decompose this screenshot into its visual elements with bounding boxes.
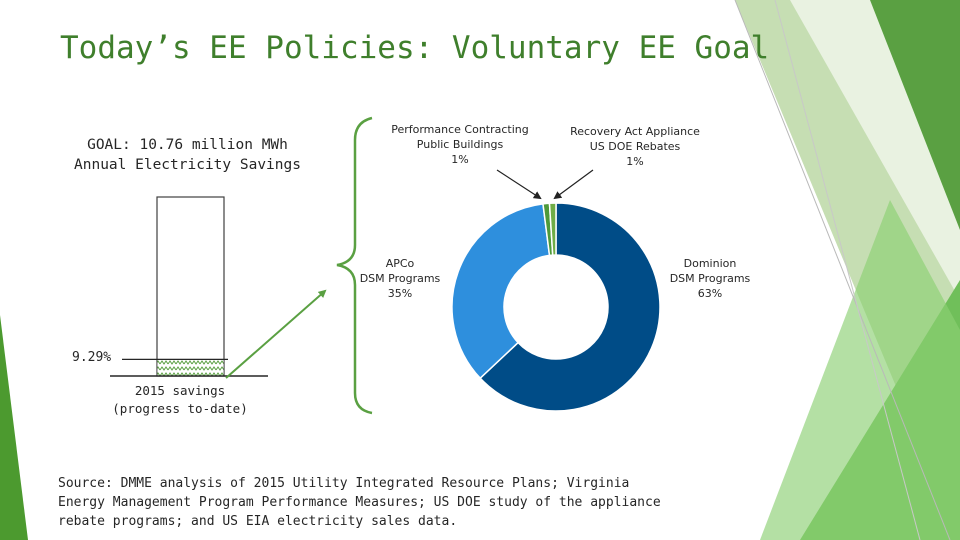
slice-label-recovery-act: Recovery Act Appliance US DOE Rebates 1%: [570, 125, 700, 168]
progress-percent-label: 9.29%: [72, 350, 112, 365]
donut-slice-recovery-act-appliance-us-doe-rebates: [548, 202, 557, 256]
savings-label: 2015 savings (progress to-date): [112, 383, 248, 416]
goal-text: GOAL: 10.76 million MWh Annual Electrici…: [74, 137, 301, 173]
slice-label-performance-contracting: Performance Contracting Public Buildings…: [391, 123, 529, 166]
donut-slice-apco-dsm-programs: [451, 202, 551, 380]
page-title: Today’s EE Policies: Voluntary EE Goal: [60, 30, 770, 66]
slice-label-apco: APCo DSM Programs 35%: [359, 257, 441, 300]
goal-bar-chart: [110, 196, 268, 377]
progress-arrow: [225, 289, 327, 379]
curly-brace: [336, 116, 373, 415]
donut-slice-dominion-dsm-programs: [479, 202, 661, 412]
pointer-recovery: [553, 169, 594, 200]
progress-bar-fill: [156, 358, 225, 377]
slice-label-dominion: Dominion DSM Programs 63%: [669, 257, 751, 300]
pointer-performance: [496, 169, 542, 200]
source-note: Source: DMME analysis of 2015 Utility In…: [58, 476, 661, 529]
goal-bar-outline: [156, 196, 225, 377]
savings-donut-chart: [451, 202, 661, 412]
